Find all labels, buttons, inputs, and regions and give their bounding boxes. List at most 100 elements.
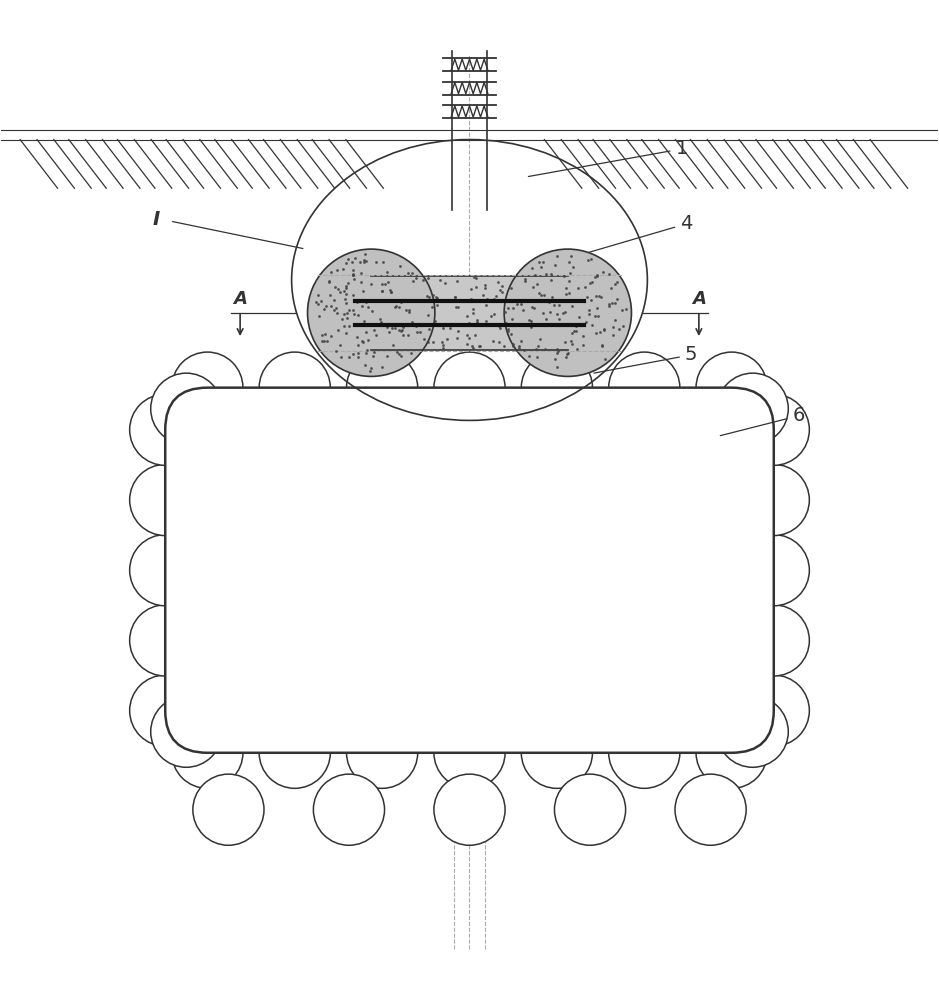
Point xyxy=(556,305,571,321)
Circle shape xyxy=(346,717,418,788)
Point xyxy=(619,301,634,317)
Point xyxy=(528,341,543,357)
Point xyxy=(562,285,577,301)
Point xyxy=(592,288,607,304)
Point xyxy=(589,325,604,341)
Point xyxy=(442,320,457,336)
Point xyxy=(354,274,369,290)
Point xyxy=(531,338,546,354)
Point xyxy=(374,283,389,299)
Point xyxy=(404,345,419,361)
Point xyxy=(346,271,362,287)
Point xyxy=(572,309,587,325)
Point xyxy=(522,312,537,328)
Point xyxy=(420,307,435,323)
Point xyxy=(469,270,484,286)
Point xyxy=(450,273,465,289)
Point xyxy=(557,268,572,284)
Point xyxy=(505,336,520,352)
Circle shape xyxy=(521,352,593,423)
Point xyxy=(374,359,389,375)
Point xyxy=(562,273,577,289)
Point xyxy=(524,260,539,276)
Point xyxy=(534,259,549,275)
Circle shape xyxy=(130,605,201,676)
Point xyxy=(338,280,353,296)
Point xyxy=(353,265,368,281)
Point xyxy=(537,341,552,357)
Point xyxy=(380,264,395,280)
Point xyxy=(490,274,505,290)
Point xyxy=(339,310,354,326)
Point xyxy=(593,289,608,305)
Point xyxy=(472,338,487,354)
Point xyxy=(543,266,558,282)
Point xyxy=(438,275,453,291)
Point xyxy=(466,340,481,356)
Point xyxy=(491,318,506,334)
Point xyxy=(392,322,407,338)
Point xyxy=(523,313,538,329)
Point xyxy=(609,291,624,307)
Point xyxy=(568,323,583,339)
Point xyxy=(324,264,339,280)
Point xyxy=(591,308,606,324)
Point xyxy=(368,327,383,343)
Circle shape xyxy=(308,249,435,376)
Point xyxy=(550,359,565,375)
Point xyxy=(422,321,437,337)
Point xyxy=(359,253,374,269)
Point xyxy=(542,304,557,320)
Circle shape xyxy=(717,373,788,444)
Point xyxy=(492,320,507,336)
Circle shape xyxy=(172,352,243,423)
Text: 4: 4 xyxy=(562,214,693,260)
Point xyxy=(594,338,609,354)
Point xyxy=(614,302,629,318)
Point xyxy=(330,262,345,278)
Point xyxy=(461,292,476,308)
Point xyxy=(500,321,516,337)
Point xyxy=(316,301,331,317)
Point xyxy=(558,304,573,320)
Point xyxy=(436,337,451,353)
Point xyxy=(317,326,332,342)
Circle shape xyxy=(738,394,809,465)
Point xyxy=(424,299,439,315)
Point xyxy=(340,305,355,321)
Point xyxy=(492,282,507,298)
Point xyxy=(341,251,356,267)
Point xyxy=(387,299,402,315)
Point xyxy=(395,319,410,335)
Point xyxy=(398,302,413,318)
Point xyxy=(516,302,531,318)
Point xyxy=(375,283,390,299)
Point xyxy=(547,257,562,273)
Point xyxy=(498,304,513,320)
Circle shape xyxy=(738,535,809,606)
Circle shape xyxy=(259,717,331,788)
Point xyxy=(502,316,517,332)
Point xyxy=(565,259,580,275)
Point xyxy=(524,319,539,335)
Point xyxy=(374,314,389,330)
Point xyxy=(562,265,577,281)
Text: A: A xyxy=(233,290,247,308)
Point xyxy=(544,272,559,288)
Point xyxy=(412,324,427,340)
Point xyxy=(583,251,598,267)
Point xyxy=(433,272,448,288)
Point xyxy=(528,267,543,283)
Point xyxy=(605,295,620,311)
Point xyxy=(478,280,493,296)
Point xyxy=(588,308,603,324)
Point xyxy=(529,276,544,292)
Point xyxy=(463,281,478,297)
Circle shape xyxy=(346,352,418,423)
Point xyxy=(330,305,345,321)
Circle shape xyxy=(738,464,809,536)
Point xyxy=(577,279,593,295)
Point xyxy=(323,287,338,303)
Point xyxy=(365,348,380,364)
Point xyxy=(312,308,327,324)
